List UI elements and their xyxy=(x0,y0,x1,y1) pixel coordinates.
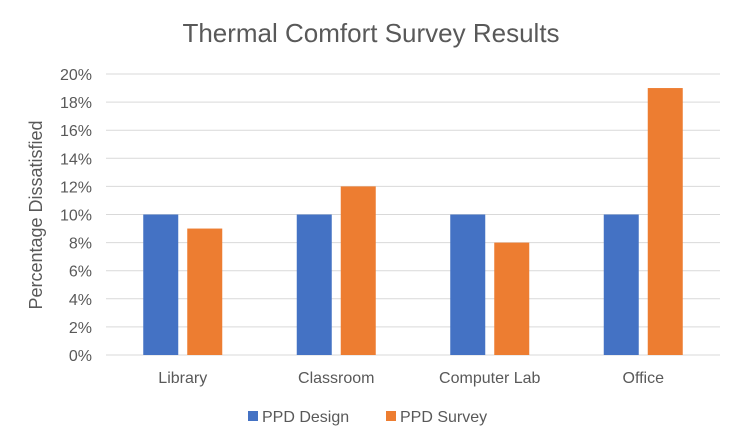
y-axis-label: Percentage Dissatisfied xyxy=(26,120,46,309)
bar-ppd-design xyxy=(603,214,639,355)
legend: PPD Design PPD Survey xyxy=(248,409,487,426)
legend-swatch xyxy=(248,411,258,421)
bar-ppd-design xyxy=(143,214,179,355)
y-tick-label: 16% xyxy=(60,123,92,140)
bars xyxy=(143,88,683,356)
bar-ppd-survey xyxy=(187,228,223,355)
x-axis-ticks: Library Classroom Computer Lab Office xyxy=(158,370,664,387)
y-tick-label: 8% xyxy=(69,236,92,253)
bar-ppd-design xyxy=(296,214,332,355)
y-tick-label: 12% xyxy=(60,179,92,196)
y-tick-label: 18% xyxy=(60,95,92,112)
x-tick-label: Library xyxy=(158,370,207,387)
chart-title: Thermal Comfort Survey Results xyxy=(182,18,559,48)
legend-label: PPD Survey xyxy=(400,409,487,426)
x-tick-label: Office xyxy=(623,370,665,387)
x-tick-label: Classroom xyxy=(298,370,374,387)
y-tick-label: 20% xyxy=(60,67,92,84)
x-tick-label: Computer Lab xyxy=(439,370,540,387)
y-tick-label: 6% xyxy=(69,264,92,281)
y-tick-label: 14% xyxy=(60,151,92,168)
y-tick-label: 10% xyxy=(60,208,92,225)
y-tick-label: 0% xyxy=(69,348,92,365)
bar-ppd-survey xyxy=(647,88,683,356)
legend-label: PPD Design xyxy=(262,409,349,426)
y-tick-label: 4% xyxy=(69,292,92,309)
y-tick-label: 2% xyxy=(69,320,92,337)
y-axis-ticks: 0% 2% 4% 6% 8% 10% 12% 14% 16% 18% 20% xyxy=(60,67,92,365)
bar-ppd-survey xyxy=(494,242,530,355)
bar-ppd-design xyxy=(450,214,486,355)
legend-swatch xyxy=(386,411,396,421)
bar-ppd-survey xyxy=(340,186,376,355)
